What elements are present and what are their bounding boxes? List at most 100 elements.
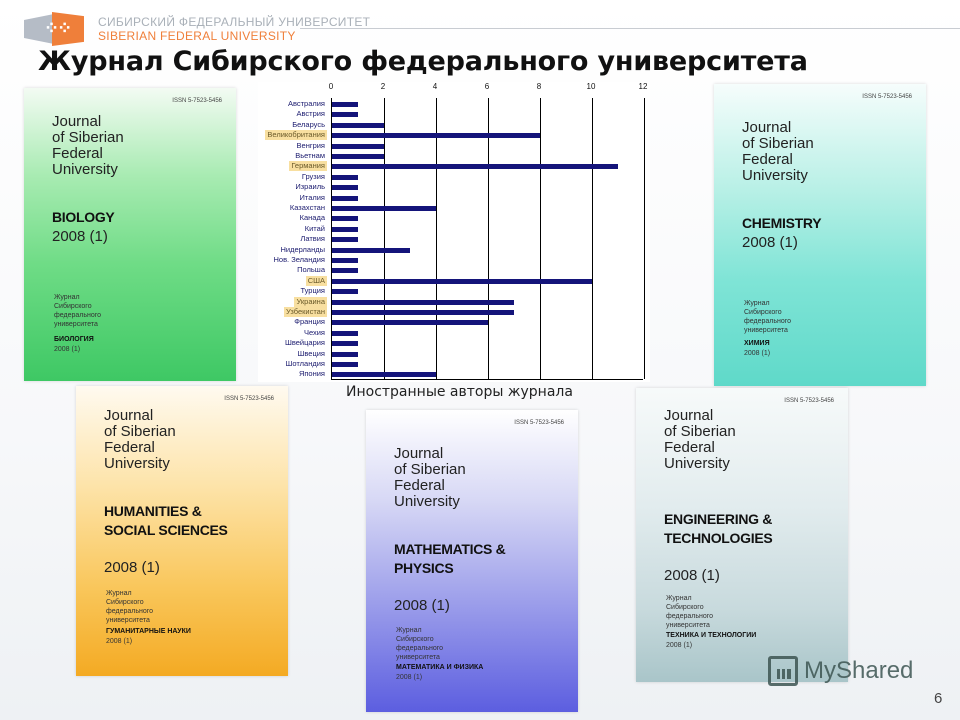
gridline	[384, 98, 385, 379]
cover-journal-title: Journal of Siberian Federal University	[394, 446, 466, 510]
category-label: Узбекистан	[284, 307, 327, 317]
cover-ru-name: Журнал Сибирского федерального университета	[106, 589, 153, 625]
bar-row: США	[305, 275, 643, 286]
category-label: Австрия	[296, 109, 325, 119]
cover-ru-year: 2008 (1)	[396, 674, 423, 681]
journal-title-line: of Siberian	[104, 423, 176, 440]
ru-name-line: Сибирского	[744, 309, 782, 316]
category-label: Великобритания	[265, 130, 327, 141]
bar	[332, 310, 514, 315]
ru-name-line: университета	[54, 321, 98, 328]
journal-title-line: University	[52, 161, 118, 178]
bar	[332, 330, 358, 336]
bar	[332, 216, 358, 222]
bar-row: Украина	[294, 296, 643, 307]
subject-line: SOCIAL SCIENCES	[104, 522, 228, 538]
slide-title: Журнал Сибирского федерального университ…	[38, 46, 808, 77]
category-label: Вьетнам	[295, 151, 325, 160]
bar	[332, 174, 358, 180]
category-label: Шотландия	[285, 359, 325, 368]
bar	[332, 258, 358, 263]
cover-engineering: ISSN 5-7523-5456 Journal of Siberian Federa…	[636, 388, 848, 682]
category-label: Китай	[304, 223, 325, 233]
cover-ru-subject: БИОЛОГИЯ	[54, 336, 94, 343]
bar	[332, 372, 436, 378]
category-label: Германия	[289, 161, 327, 172]
x-tick-label: 8	[536, 82, 542, 91]
bar-row: Австралия	[288, 99, 643, 109]
x-tick-label: 2	[380, 82, 386, 91]
journal-title-line: of Siberian	[664, 423, 736, 440]
journal-title-line: University	[104, 455, 170, 472]
bar	[332, 112, 358, 118]
bar-row: Венгрия	[297, 141, 643, 151]
cover-humanities: ISSN 5-7523-5456 Journal of Siberian Federa…	[76, 386, 288, 676]
category-label: Нидерланды	[280, 244, 325, 254]
journal-title-line: of Siberian	[742, 135, 814, 152]
bar-row: Нов. Зеландия	[273, 255, 643, 265]
ru-name-line: Сибирского	[666, 604, 704, 611]
bar	[332, 299, 514, 305]
plot-area: Австралия Австрия Беларусь Великобритания Ве…	[265, 98, 645, 380]
ru-name-line: университета	[744, 327, 788, 334]
x-tick-label: 0	[328, 82, 334, 91]
journal-title-line: University	[742, 167, 808, 184]
category-label: Италия	[299, 192, 325, 202]
cover-journal-title: Journal of Siberian Federal University	[104, 408, 176, 472]
gridline	[644, 98, 645, 379]
watermark-text: MyShared	[804, 657, 914, 684]
cover-year: 2008 (1)	[664, 567, 720, 584]
ru-name-line: Журнал	[744, 300, 770, 307]
bar	[332, 133, 540, 139]
ru-name-line: федерального	[396, 645, 444, 652]
ru-name-line: Журнал	[666, 595, 692, 602]
subject-line: BIOLOGY	[52, 209, 115, 225]
bar-row: Нидерланды	[280, 245, 643, 255]
bar-row: Италия	[299, 193, 643, 203]
category-label: Казахстан	[289, 203, 325, 212]
myshared-watermark: MyShared	[768, 656, 913, 686]
x-tick-label: 6	[484, 82, 490, 91]
x-tick-label: 10	[586, 82, 596, 91]
cover-subject: MATHEMATICS & PHYSICS	[394, 540, 506, 578]
header-divider	[300, 28, 960, 29]
category-label: Япония	[298, 369, 325, 379]
journal-title-line: Federal	[742, 151, 793, 168]
chart-caption: Иностранные авторы журнала	[346, 384, 573, 400]
bar-row: Чехия	[304, 328, 643, 338]
category-label: Франция	[294, 317, 325, 327]
cover-ru-subject: ТЕХНИКА И ТЕХНОЛОГИИ	[666, 632, 757, 639]
bar-row: Германия	[289, 161, 643, 172]
journal-title-line: of Siberian	[52, 129, 124, 146]
ru-name-line: Журнал	[54, 294, 80, 301]
cover-subject: HUMANITIES & SOCIAL SCIENCES	[104, 502, 228, 540]
logo-text-ru: СИБИРСКИЙ ФЕДЕРАЛЬНЫЙ УНИВЕРСИТЕТ	[98, 15, 371, 29]
bar	[332, 185, 358, 191]
bar	[332, 268, 358, 274]
bar-row: Беларусь	[292, 120, 643, 130]
bar	[332, 289, 358, 295]
bar-row: Казахстан	[290, 203, 643, 213]
cover-ru-name: Журнал Сибирского федерального университета	[54, 293, 101, 329]
ru-name-line: университета	[396, 654, 440, 661]
cover-ru-subject: ГУМАНИТАРНЫЕ НАУКИ	[106, 628, 191, 635]
category-label: Австралия	[287, 99, 325, 108]
subject-line: HUMANITIES &	[104, 503, 202, 519]
category-label: Нов. Зеландия	[273, 255, 325, 264]
cover-subject: CHEMISTRY	[742, 214, 822, 233]
cover-issn: ISSN 5-7523-5456	[862, 94, 912, 100]
category-label: Украина	[294, 296, 327, 307]
subject-line: ENGINEERING &	[664, 511, 773, 527]
cover-ru-name: Журнал Сибирского федерального университета	[396, 626, 443, 662]
bar	[332, 247, 410, 253]
cover-journal-title: Journal of Siberian Federal University	[664, 408, 736, 472]
category-label: Беларусь	[292, 119, 325, 129]
ru-name-line: Журнал	[106, 590, 132, 597]
cover-journal-title: Journal of Siberian Federal University	[52, 114, 124, 178]
bar	[332, 320, 488, 326]
bar-row: Австрия	[296, 109, 643, 119]
x-axis-ticks: 0 2 4 6 8 10 12	[328, 82, 648, 94]
journal-title-line: Journal	[742, 119, 792, 136]
subject-line: PHYSICS	[394, 560, 454, 576]
bar-row: Швеция	[298, 349, 643, 359]
